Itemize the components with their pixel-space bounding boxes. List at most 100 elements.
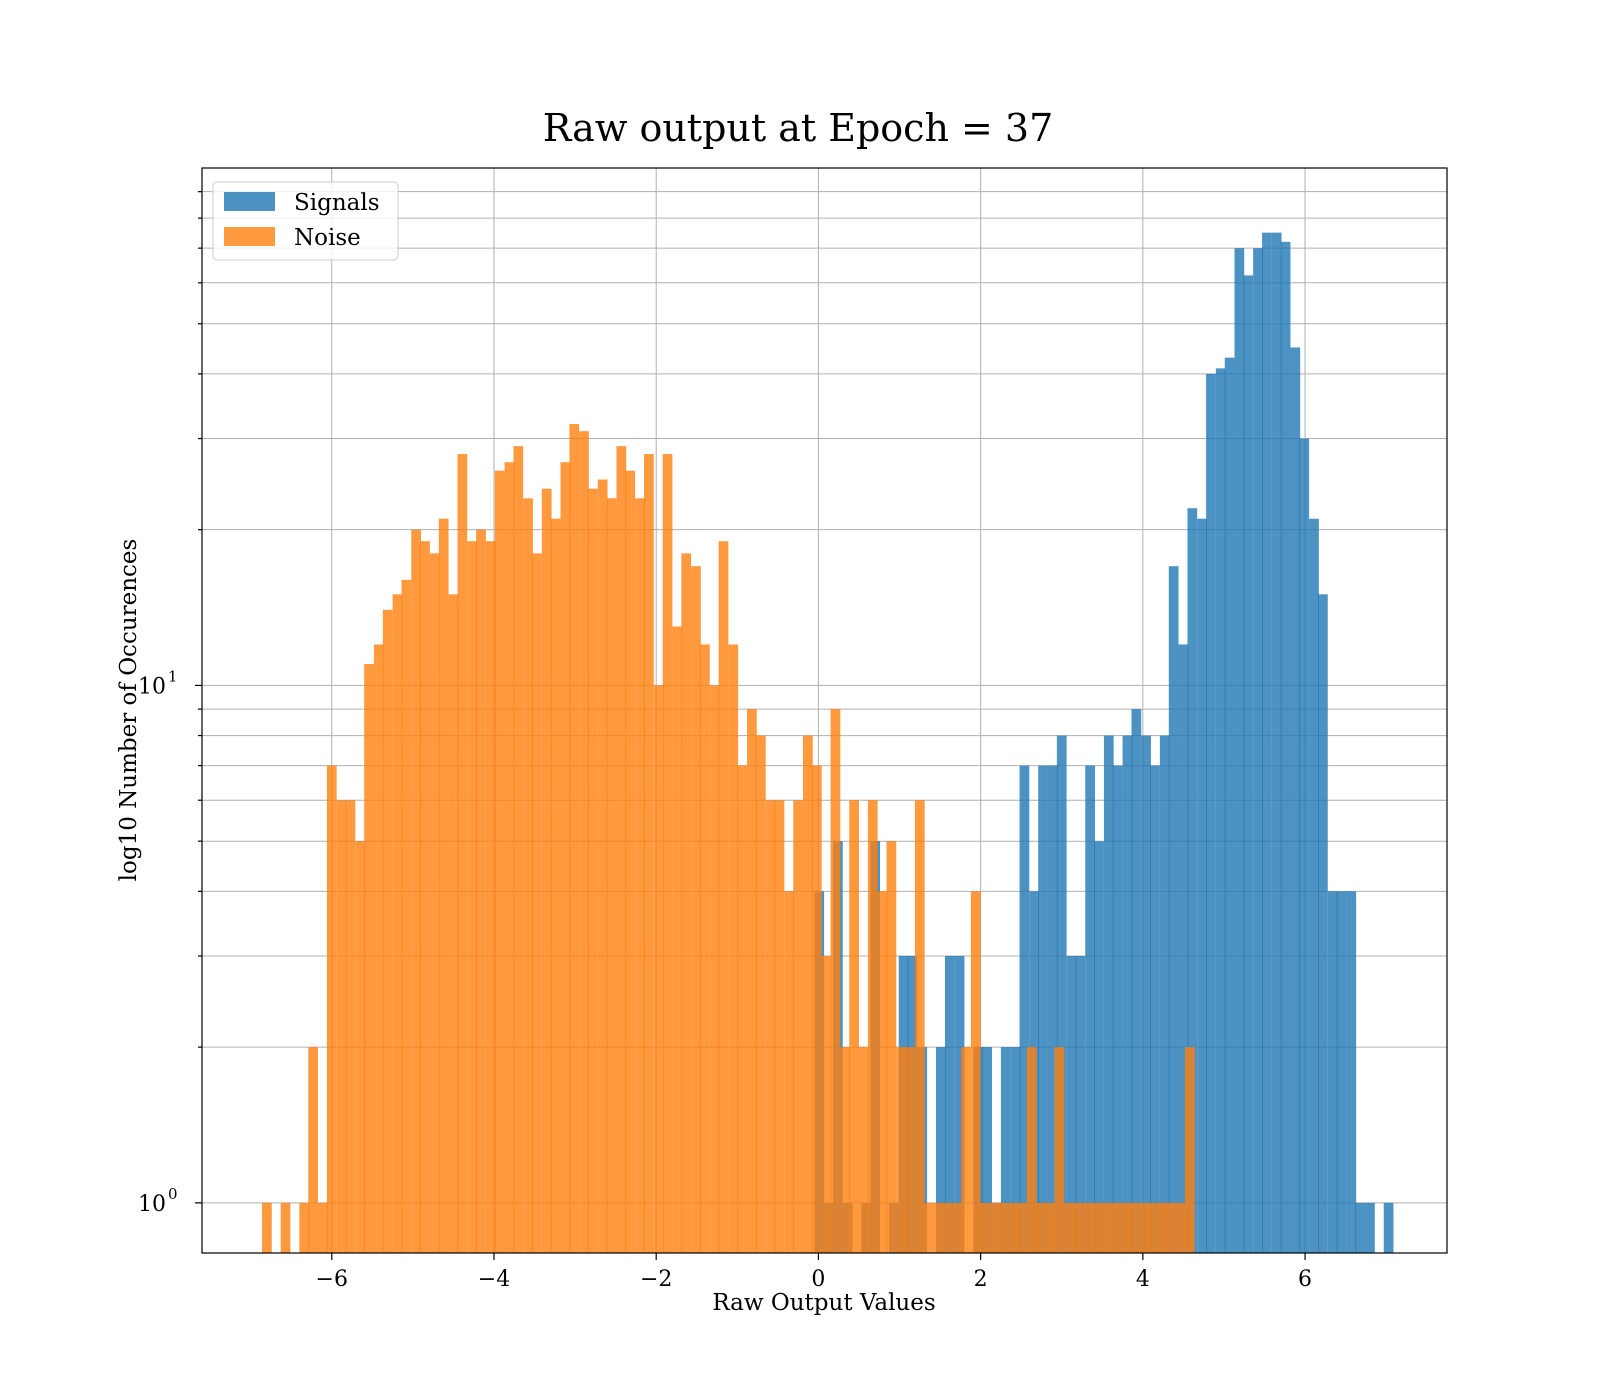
signals-bar-11 <box>944 955 955 1253</box>
signals-bar-28 <box>1112 765 1123 1253</box>
chart-title: Raw output at Epoch = 37 <box>543 106 1054 150</box>
noise-bar-12 <box>392 594 403 1253</box>
noise-bar-16 <box>429 553 440 1253</box>
noise-bar-50 <box>747 709 757 1253</box>
y-tick-label-0: 10 <box>138 1192 166 1217</box>
signals-bar-42 <box>1243 275 1254 1253</box>
signals-bar-55 <box>1365 1202 1375 1253</box>
noise-bar-18 <box>448 594 459 1253</box>
noise-bar-13 <box>401 579 412 1253</box>
noise-bar-65 <box>886 841 897 1253</box>
noise-bar-38 <box>635 498 645 1254</box>
noise-bar-83 <box>1054 1047 1065 1253</box>
noise-bar-72 <box>952 1202 962 1253</box>
noise-bar-5 <box>326 765 337 1253</box>
noise-bar-40 <box>653 685 664 1253</box>
noise-bar-78 <box>1008 1202 1018 1253</box>
noise-bar-87 <box>1091 1202 1102 1253</box>
noise-bar-14 <box>411 529 421 1253</box>
signals-bar-39 <box>1215 368 1226 1254</box>
noise-bar-3 <box>308 1047 318 1253</box>
noise-bar-26 <box>523 498 533 1254</box>
noise-bar-39 <box>644 454 654 1254</box>
signals-bar-46 <box>1280 241 1291 1253</box>
noise-bar-35 <box>606 498 617 1254</box>
x-tick-label-6: 6 <box>1298 1267 1312 1292</box>
noise-bar-25 <box>513 446 524 1253</box>
y-tick-exponent-0: 0 <box>168 1185 178 1203</box>
noise-bar-32 <box>579 431 589 1253</box>
signals-bar-16 <box>1000 1047 1011 1253</box>
noise-bar-23 <box>494 470 505 1253</box>
noise-bar-84 <box>1064 1202 1074 1253</box>
noise-bar-58 <box>821 955 832 1253</box>
noise-bar-22 <box>485 541 496 1253</box>
signals-bar-12 <box>954 955 965 1253</box>
noise-bar-45 <box>700 644 710 1253</box>
noise-bar-34 <box>597 479 608 1253</box>
x-tick-label-2: −2 <box>640 1267 672 1292</box>
noise-bar-79 <box>1017 1202 1027 1253</box>
noise-bar-46 <box>709 685 720 1253</box>
noise-bar-44 <box>691 566 701 1253</box>
signals-bar-36 <box>1187 508 1198 1254</box>
noise-bar-76 <box>989 1202 1000 1253</box>
legend-label-noise: Noise <box>294 225 361 251</box>
noise-bar-9 <box>364 664 374 1253</box>
legend-swatch-signals <box>224 192 275 211</box>
noise-bar-54 <box>784 891 795 1253</box>
noise-bar-97 <box>1185 1047 1195 1253</box>
noise-bar-62 <box>858 1047 869 1253</box>
signals-bar-41 <box>1234 248 1245 1253</box>
x-tick-label-4: 2 <box>974 1267 988 1292</box>
signals-bar-34 <box>1168 566 1179 1253</box>
signals-bar-40 <box>1224 357 1235 1253</box>
noise-bar-70 <box>933 1202 944 1253</box>
noise-bar-57 <box>811 765 822 1253</box>
y-tick-exponent-1: 1 <box>168 667 178 685</box>
signals-bar-24 <box>1075 955 1086 1253</box>
noise-bar-80 <box>1026 1047 1037 1253</box>
signals-bar-17 <box>1010 1047 1021 1253</box>
noise-bar-61 <box>849 800 859 1253</box>
noise-bar-43 <box>681 553 692 1253</box>
x-axis-ticks: −6 −4 −2 0 2 4 6 <box>316 1253 1312 1292</box>
signals-bar-20 <box>1038 765 1048 1253</box>
noise-bar-2 <box>299 1202 310 1253</box>
noise-bar-77 <box>998 1202 1009 1253</box>
noise-bar-91 <box>1129 1202 1139 1253</box>
signals-bar-38 <box>1206 373 1216 1254</box>
noise-bar-53 <box>774 800 785 1253</box>
signals-bar-21 <box>1047 765 1058 1253</box>
noise-bar-74 <box>970 891 981 1253</box>
noise-bar-59 <box>830 709 841 1253</box>
noise-bar-6 <box>336 800 347 1253</box>
noise-bar-86 <box>1082 1202 1093 1253</box>
noise-bar-93 <box>1147 1202 1158 1253</box>
noise-bar-88 <box>1101 1202 1112 1253</box>
signals-bar-27 <box>1103 735 1114 1253</box>
y-tick-label-1: 10 <box>138 674 166 699</box>
signals-bar-50 <box>1318 594 1328 1253</box>
signals-bar-45 <box>1271 232 1282 1254</box>
noise-bar-41 <box>662 454 673 1254</box>
noise-bar-4 <box>317 1202 328 1253</box>
noise-bar-29 <box>550 518 561 1253</box>
noise-bar-42 <box>672 626 683 1253</box>
signals-bar-22 <box>1056 735 1067 1253</box>
noise-bar-64 <box>877 891 888 1253</box>
signals-bar-56 <box>1383 1202 1394 1253</box>
noise-bar-36 <box>616 446 627 1253</box>
signals-bar-37 <box>1197 518 1207 1253</box>
noise-bar-11 <box>382 609 393 1253</box>
signals-bar-48 <box>1299 438 1310 1253</box>
noise-bar-82 <box>1045 1202 1056 1253</box>
noise-bar-69 <box>923 1202 934 1253</box>
signals-bar-23 <box>1066 955 1077 1253</box>
signals-bar-32 <box>1150 765 1160 1253</box>
noise-bar-27 <box>532 553 542 1253</box>
noise-bar-68 <box>914 800 925 1253</box>
signals-bar-10 <box>936 1047 946 1253</box>
noise-bar-90 <box>1120 1202 1130 1253</box>
